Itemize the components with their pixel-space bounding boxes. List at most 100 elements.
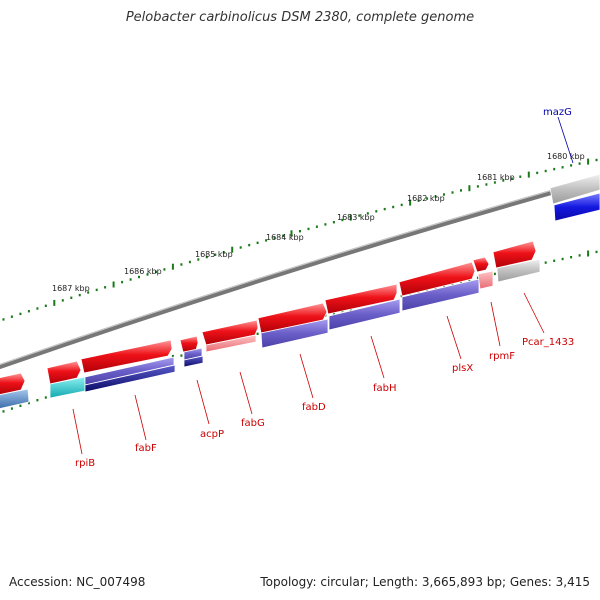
cds-box-left-edge[interactable]	[0, 388, 30, 409]
forward-strand-features	[0, 173, 600, 395]
scale-dot	[121, 280, 124, 284]
scale-dot	[434, 195, 437, 198]
scale-dot	[239, 246, 242, 249]
scale-dot	[70, 296, 73, 299]
scale-dot	[553, 167, 556, 171]
scale-tick-major	[468, 185, 471, 192]
gene-arrow-fabG[interactable]	[201, 319, 259, 346]
cds-box-rpmF[interactable]	[477, 270, 494, 290]
scale-dot	[205, 255, 208, 259]
scale-dot	[578, 254, 581, 257]
scale-dot	[544, 261, 547, 264]
scale-dot	[36, 307, 39, 310]
gene-arrow-fabD[interactable]	[257, 302, 328, 334]
gene-arrow-left-edge[interactable]	[0, 372, 26, 395]
cds-box-fabD[interactable]	[260, 318, 329, 349]
scale-dot	[417, 199, 420, 202]
leader-Pcar-1433	[523, 292, 545, 334]
gene-label-rpmF[interactable]: rpmF	[489, 351, 515, 362]
scale-dot	[341, 218, 344, 222]
scale-dot	[2, 318, 5, 321]
scale-dot	[146, 273, 149, 276]
label-leaders	[72, 116, 574, 455]
scale-dot	[570, 164, 573, 167]
gene-label-fabF[interactable]: fabF	[135, 443, 157, 454]
cds-box-fabF-bottom[interactable]	[84, 364, 176, 393]
scale-tick-major	[587, 158, 590, 165]
scale-dot	[451, 191, 454, 194]
leader-rpmF	[490, 301, 501, 347]
scale-tick-major	[290, 230, 293, 237]
outer-scale-dots	[2, 158, 598, 321]
scale-labels: 1687 kbp 1686 kbp 1685 kbp 1684 kbp 1683…	[52, 152, 585, 293]
gene-arrow-acpP[interactable]	[179, 335, 199, 353]
scale-dot	[27, 401, 30, 405]
cds-box-fabG[interactable]	[205, 334, 257, 353]
scale-dot	[44, 304, 47, 307]
scale-dot	[163, 268, 166, 271]
scale-dot	[180, 354, 183, 357]
gene-label-fabD[interactable]: fabD	[302, 402, 326, 413]
leader-fabD	[299, 353, 314, 399]
leader-acpP	[196, 379, 210, 425]
scale-dot	[332, 221, 335, 224]
scale-dot	[2, 410, 5, 413]
scale-dot	[10, 407, 13, 410]
scale-label: 1681 kbp	[477, 173, 515, 182]
scale-dot	[265, 239, 268, 242]
scale-dot	[10, 315, 13, 318]
gene-arrow-mazG[interactable]	[549, 173, 600, 205]
gene-label-mazG[interactable]: mazG	[543, 107, 572, 118]
gene-labels: rpiB fabF acpP fabG fabD fabH plsX rpmF …	[75, 107, 574, 469]
scale-tick-major	[409, 199, 412, 206]
gene-label-fabH[interactable]: fabH	[373, 383, 397, 394]
scale-dot	[180, 263, 183, 266]
scale-dot	[553, 259, 556, 262]
gene-label-rpiB[interactable]: rpiB	[75, 458, 95, 469]
scale-dot	[248, 243, 251, 247]
gene-arrow-rpmF[interactable]	[472, 256, 490, 273]
cds-features	[0, 192, 600, 409]
cds-box-mazG[interactable]	[553, 192, 600, 222]
gene-arrow-fabF[interactable]	[80, 339, 173, 374]
scale-dot	[256, 332, 259, 335]
scale-dot	[570, 256, 573, 259]
cds-box-acpP-bottom[interactable]	[183, 355, 204, 368]
scale-tick-major	[349, 214, 352, 221]
scale-tick-major	[587, 250, 590, 257]
cds-box-fabH[interactable]	[328, 298, 401, 331]
scale-dot	[485, 183, 488, 186]
gene-label-Pcar-1433[interactable]: Pcar_1433	[522, 337, 574, 348]
scale-dot	[44, 396, 47, 399]
cds-box-plsX[interactable]	[401, 278, 480, 312]
gene-label-fabG[interactable]: fabG	[241, 418, 265, 429]
scale-dot	[19, 312, 22, 316]
scale-tick-major	[231, 246, 234, 253]
gene-arrow-plsX[interactable]	[398, 261, 476, 297]
gene-label-plsX[interactable]: plsX	[452, 363, 473, 374]
scale-dot	[95, 288, 98, 292]
gene-label-acpP[interactable]: acpP	[200, 429, 224, 440]
scale-dot	[519, 175, 522, 178]
scale-dot	[544, 169, 547, 173]
gene-arrow-Pcar-1433[interactable]	[492, 240, 537, 269]
gene-arrow-rpiB[interactable]	[46, 360, 82, 385]
scale-dot	[443, 193, 445, 196]
scale-dot	[307, 227, 310, 231]
scale-dot	[536, 171, 539, 175]
cds-box-Pcar-1433[interactable]	[496, 258, 541, 283]
scale-dot	[104, 286, 107, 289]
leader-rpiB	[72, 408, 83, 455]
scale-dot	[214, 253, 217, 256]
accession-text: Accession: NC_007498	[9, 575, 146, 589]
scale-dot	[138, 275, 140, 279]
leader-fabF	[134, 394, 147, 441]
scale-dot	[502, 179, 505, 182]
leader-fabG	[239, 371, 253, 415]
scale-label: 1687 kbp	[52, 284, 90, 293]
gene-arrow-fabH[interactable]	[324, 283, 398, 315]
scale-dot	[366, 212, 369, 215]
scale-tick-major	[171, 263, 174, 270]
scale-dot	[36, 399, 39, 402]
scale-tick-major	[527, 171, 530, 178]
